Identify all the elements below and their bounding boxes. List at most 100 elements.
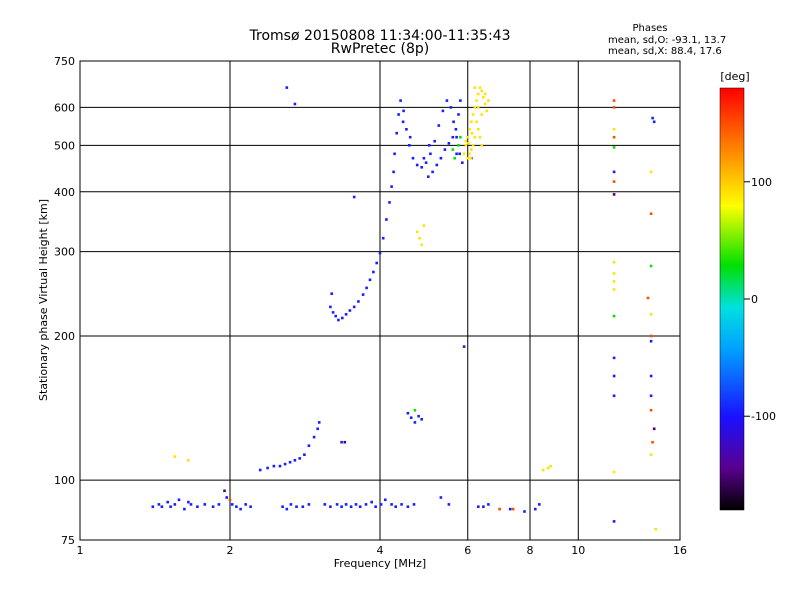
x-tick-label: 6 xyxy=(464,544,471,557)
data-point xyxy=(173,455,177,458)
data-point xyxy=(384,498,387,502)
data-point xyxy=(413,408,417,412)
y-tick-label: 300 xyxy=(54,246,75,259)
data-point xyxy=(341,316,344,320)
data-point xyxy=(473,106,477,109)
data-point xyxy=(429,152,432,156)
data-point xyxy=(349,505,353,508)
data-point xyxy=(424,161,428,164)
data-point xyxy=(477,505,480,508)
chart-subtitle: RwPretec (8p) xyxy=(331,41,429,57)
data-point xyxy=(649,212,653,215)
data-point xyxy=(477,128,480,131)
data-point xyxy=(400,503,403,506)
data-point xyxy=(183,507,186,511)
data-point xyxy=(316,427,319,431)
data-point xyxy=(458,152,461,156)
data-point xyxy=(475,120,478,124)
data-point xyxy=(467,142,470,145)
data-point xyxy=(455,135,458,139)
data-point xyxy=(651,440,654,444)
data-point xyxy=(443,148,447,151)
data-point xyxy=(331,311,335,314)
data-point xyxy=(612,128,616,131)
data-point xyxy=(394,505,397,508)
data-point xyxy=(187,500,190,504)
data-point xyxy=(211,505,215,508)
data-point xyxy=(651,116,654,120)
data-point xyxy=(223,489,226,493)
data-point xyxy=(323,503,327,506)
data-point xyxy=(466,135,469,139)
data-point xyxy=(612,170,616,174)
data-point xyxy=(151,505,155,508)
colorbar-tick-label: -100 xyxy=(751,410,776,423)
data-point xyxy=(478,86,482,89)
x-tick-label: 4 xyxy=(377,544,384,557)
data-point xyxy=(385,218,388,221)
data-point xyxy=(278,464,282,468)
data-point xyxy=(235,505,238,508)
data-point xyxy=(447,503,451,506)
data-point xyxy=(375,261,378,265)
data-point xyxy=(408,144,411,147)
data-point xyxy=(228,498,232,502)
chart-title: Tromsø 20150808 11:34:00-11:35:43 xyxy=(249,28,511,44)
colorbar-tick-label: 100 xyxy=(751,176,772,189)
data-point xyxy=(335,503,339,506)
data-point xyxy=(418,236,421,240)
data-point xyxy=(415,163,419,167)
data-point xyxy=(649,334,653,338)
data-point xyxy=(447,142,451,145)
x-tick-label: 16 xyxy=(673,544,687,557)
colorbar: [deg] 100 0 -100 xyxy=(719,70,776,511)
data-point xyxy=(612,193,616,196)
data-point xyxy=(441,109,445,113)
data-point xyxy=(437,124,441,127)
data-point xyxy=(408,135,412,139)
y-tick-label: 600 xyxy=(54,101,75,114)
data-point xyxy=(455,152,458,156)
data-point xyxy=(230,503,234,506)
data-point xyxy=(196,505,199,508)
data-point xyxy=(461,161,464,164)
data-point xyxy=(303,453,306,456)
data-point xyxy=(483,102,487,106)
data-point xyxy=(649,453,653,456)
data-point xyxy=(468,152,471,156)
data-point xyxy=(475,99,478,102)
y-axis-ticks: 75 100 200 300 400 500 600 750 xyxy=(54,55,75,547)
data-point xyxy=(612,272,616,275)
data-point xyxy=(457,144,460,147)
data-point xyxy=(612,394,616,398)
data-point xyxy=(457,113,460,116)
data-point xyxy=(473,86,477,89)
data-point xyxy=(454,128,458,131)
x-tick-label: 8 xyxy=(527,544,534,557)
data-point xyxy=(283,462,287,466)
data-point xyxy=(462,152,466,156)
data-point xyxy=(487,99,490,102)
data-point xyxy=(395,131,398,135)
data-point xyxy=(417,414,420,418)
x-tick-label: 10 xyxy=(571,544,585,557)
data-point xyxy=(411,156,415,160)
data-point xyxy=(439,156,443,160)
data-point xyxy=(312,435,316,439)
data-point xyxy=(427,144,431,147)
data-point xyxy=(307,503,311,506)
data-point xyxy=(649,394,653,398)
data-point xyxy=(453,156,456,160)
data-point xyxy=(343,440,347,444)
data-point xyxy=(307,444,311,447)
data-point xyxy=(473,135,477,139)
data-point xyxy=(422,156,426,160)
data-point xyxy=(478,135,482,139)
data-point xyxy=(471,113,475,116)
data-point xyxy=(480,113,483,116)
colorbar-label: [deg] xyxy=(720,70,749,83)
data-point xyxy=(449,106,453,109)
phases-heading: Phases xyxy=(632,23,667,34)
data-point xyxy=(374,505,377,508)
data-point xyxy=(652,427,656,431)
